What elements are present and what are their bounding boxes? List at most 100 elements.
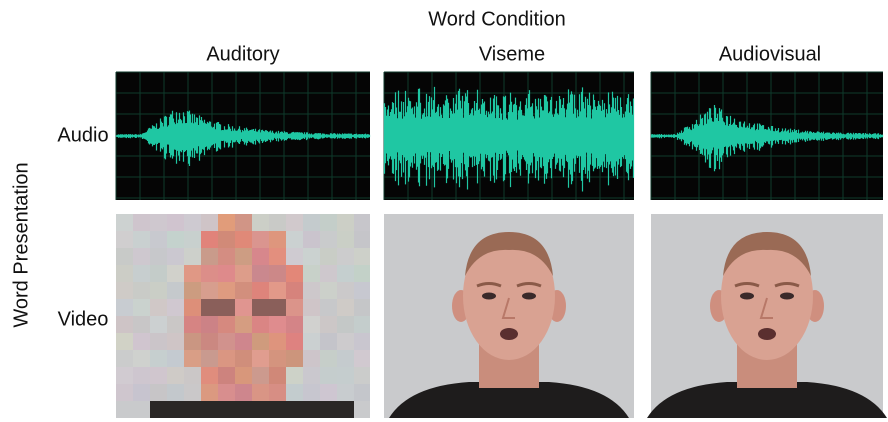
pixel-block (201, 316, 218, 333)
pixel-block (184, 231, 201, 248)
pixel-block (201, 214, 218, 231)
pixel-block (303, 367, 320, 384)
pixel-block (218, 282, 235, 299)
pixel-block (337, 265, 354, 282)
pixel-block (286, 265, 303, 282)
pixel-block (167, 231, 184, 248)
pixel-block (133, 214, 150, 231)
pixel-block (320, 333, 337, 350)
pixel-block (320, 401, 337, 418)
pixel-block (150, 214, 167, 231)
title: Word Condition (428, 8, 565, 30)
pixel-block (286, 214, 303, 231)
pixel-block (269, 333, 286, 350)
pixel-block (133, 265, 150, 282)
panels (116, 72, 887, 418)
pixel-block (116, 350, 133, 367)
pixel-block (252, 214, 269, 231)
pixel-block (235, 401, 252, 418)
pixel-block (201, 248, 218, 265)
pixel-block (150, 401, 167, 418)
pixel-block (218, 316, 235, 333)
pixel-block (269, 299, 286, 316)
row-label: Video (58, 308, 109, 330)
pixel-block (116, 316, 133, 333)
pixel-block (303, 282, 320, 299)
pixel-block (235, 316, 252, 333)
pixel-block (201, 265, 218, 282)
pixel-block (354, 316, 370, 333)
pixel-block (286, 316, 303, 333)
pixel-block (320, 214, 337, 231)
pixel-block (320, 282, 337, 299)
pixel-block (184, 214, 201, 231)
pixel-block (167, 265, 184, 282)
pixel-block (269, 231, 286, 248)
pixel-block (320, 248, 337, 265)
eye (780, 293, 794, 300)
pixel-block (184, 401, 201, 418)
pixel-block (218, 384, 235, 401)
pixel-block (133, 367, 150, 384)
pixel-block (269, 248, 286, 265)
pixel-block (303, 333, 320, 350)
pixel-block (269, 265, 286, 282)
pixel-block (184, 316, 201, 333)
pixel-block (184, 367, 201, 384)
pixel-block (337, 214, 354, 231)
pixel-block (167, 350, 184, 367)
pixel-block (150, 282, 167, 299)
pixel-block (354, 299, 370, 316)
pixel-block (235, 333, 252, 350)
pixel-block (167, 401, 184, 418)
pixel-block (235, 231, 252, 248)
pixel-block (354, 384, 370, 401)
pixel-block (252, 384, 269, 401)
pixel-block (116, 248, 133, 265)
pixel-block (320, 265, 337, 282)
pixel-block (150, 367, 167, 384)
pixel-block (252, 231, 269, 248)
pixel-block (286, 350, 303, 367)
pixel-block (286, 333, 303, 350)
pixel-block (354, 282, 370, 299)
pixel-block (269, 214, 286, 231)
pixel-block (303, 384, 320, 401)
pixel-block (150, 299, 167, 316)
pixel-block (218, 265, 235, 282)
pixel-block (201, 333, 218, 350)
pixel-block (320, 350, 337, 367)
eye (482, 293, 496, 300)
pixel-block (218, 299, 235, 316)
pixel-block (201, 231, 218, 248)
pixel-block (116, 333, 133, 350)
pixel-block (286, 248, 303, 265)
pixel-block (150, 384, 167, 401)
pixel-block (235, 384, 252, 401)
pixel-block (235, 282, 252, 299)
pixel-block (150, 350, 167, 367)
pixel-block (133, 350, 150, 367)
pixel-block (184, 248, 201, 265)
pixel-block (354, 350, 370, 367)
pixel-block (252, 282, 269, 299)
pixel-block (116, 367, 133, 384)
pixel-block (235, 367, 252, 384)
pixel-block (269, 282, 286, 299)
pixel-block (116, 265, 133, 282)
pixel-block (303, 299, 320, 316)
pixel-block (201, 282, 218, 299)
pixel-block (235, 299, 252, 316)
pixel-block (252, 265, 269, 282)
pixel-block (320, 367, 337, 384)
pixel-block (269, 316, 286, 333)
pixel-block (337, 282, 354, 299)
pixel-block (167, 367, 184, 384)
pixel-block (252, 248, 269, 265)
pixel-block (133, 248, 150, 265)
pixel-block (337, 367, 354, 384)
pixel-block (201, 299, 218, 316)
pixel-block (286, 384, 303, 401)
pixel-block (184, 350, 201, 367)
pixel-block (354, 248, 370, 265)
